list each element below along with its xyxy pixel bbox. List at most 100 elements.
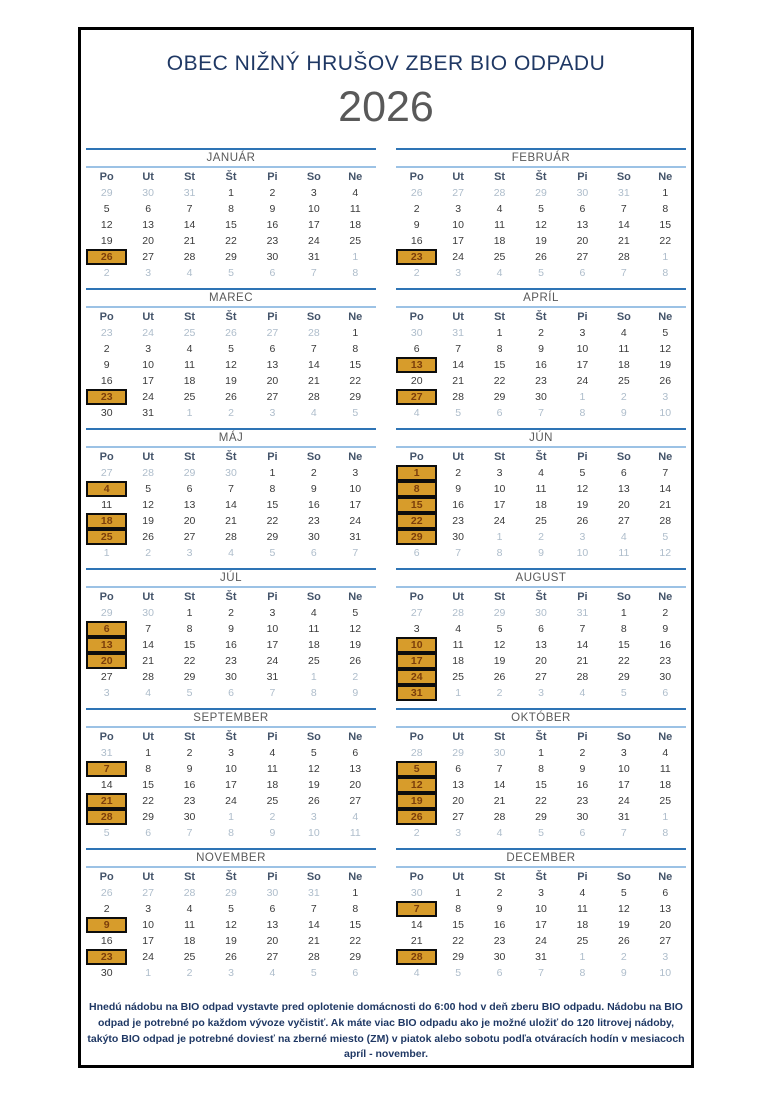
day-cell-adjacent-month: 6 <box>228 687 234 699</box>
day-cell-adjacent-month: 2 <box>496 687 503 699</box>
day-cell-adjacent-month: 31 <box>308 887 320 899</box>
week-row: 28 29 30 1 2 3 4 <box>86 809 376 825</box>
week-row: 23 24 25 26 27 28 29 <box>86 389 376 405</box>
day-cell: 22 <box>349 375 362 387</box>
week-row: 9 10 11 12 13 14 15 <box>396 217 686 233</box>
day-cell-adjacent-month: 4 <box>579 687 586 699</box>
day-cell: 12 <box>493 639 506 651</box>
weekday-label: Po <box>99 171 114 183</box>
weekday-label: Pi <box>577 311 588 323</box>
day-cell-adjacent-month: 6 <box>413 547 420 559</box>
day-cell: 10 <box>142 919 154 931</box>
day-cell: 12 <box>142 499 154 511</box>
day-cell-adjacent-month: 2 <box>186 967 193 979</box>
day-cell: 20 <box>576 235 589 247</box>
day-cell: 22 <box>266 515 279 527</box>
collection-day-cell: 13 <box>86 637 128 653</box>
week-row: 6 7 8 9 10 11 12 <box>396 341 686 357</box>
day-cell: 12 <box>349 623 362 635</box>
week-row: 1 2 3 4 5 6 7 <box>396 465 686 481</box>
day-cell: 9 <box>413 219 420 231</box>
day-cell: 4 <box>186 343 193 355</box>
weekday-label: St <box>184 311 196 323</box>
weekday-label: Po <box>409 451 424 463</box>
day-cell-adjacent-month: 5 <box>352 407 359 419</box>
day-cell: 14 <box>410 919 423 931</box>
week-row: 16 17 18 19 20 21 22 <box>86 373 376 389</box>
day-cell: 8 <box>352 343 359 355</box>
day-cell-adjacent-month: 30 <box>576 187 589 199</box>
day-cell: 20 <box>452 795 464 807</box>
day-cell-adjacent-month: 1 <box>228 811 234 823</box>
day-cell: 17 <box>493 499 506 511</box>
weekday-header-row: Po Ut St Št Pi So Ne <box>396 728 686 745</box>
month-title: MAREC <box>86 290 376 308</box>
day-cell: 17 <box>308 219 320 231</box>
day-cell-adjacent-month: 1 <box>352 251 359 263</box>
day-cell-adjacent-month: 27 <box>142 887 154 899</box>
month-block-1: JANUÁR Po Ut St Št Pi So Ne 29 30 31 1 2 3 4 5 6 7 8 9 10 11 1… <box>86 148 376 288</box>
week-row: 4 5 6 7 8 9 10 <box>396 965 686 981</box>
day-cell: 9 <box>103 359 110 371</box>
weekday-label: Št <box>535 311 547 323</box>
week-row: 11 12 13 14 15 16 17 <box>86 497 376 513</box>
day-cell: 1 <box>186 607 193 619</box>
week-row: 28 29 30 31 1 2 3 <box>396 949 686 965</box>
day-cell: 15 <box>183 639 196 651</box>
day-cell: 26 <box>493 671 506 683</box>
day-cell-adjacent-month: 6 <box>352 967 359 979</box>
day-cell: 25 <box>535 515 547 527</box>
day-cell: 3 <box>310 187 317 199</box>
day-cell: 19 <box>142 515 154 527</box>
day-cell-adjacent-month: 7 <box>186 827 193 839</box>
day-cell: 25 <box>618 375 630 387</box>
day-cell: 29 <box>225 251 237 263</box>
day-cell: 4 <box>662 747 669 759</box>
weekday-label: Št <box>225 591 237 603</box>
day-cell: 17 <box>225 779 237 791</box>
weekday-label: Št <box>225 731 237 743</box>
weekday-label: Št <box>535 871 547 883</box>
day-cell: 5 <box>579 467 586 479</box>
day-cell: 6 <box>538 623 544 635</box>
weekday-label: Ut <box>142 871 154 883</box>
collection-day-cell: 17 <box>396 653 438 669</box>
day-cell: 10 <box>142 359 154 371</box>
day-cell-adjacent-month: 29 <box>225 887 237 899</box>
weekday-label: Ne <box>658 731 673 743</box>
day-cell: 27 <box>266 951 279 963</box>
day-cell: 19 <box>493 655 506 667</box>
day-cell: 26 <box>142 531 154 543</box>
day-cell: 24 <box>452 251 464 263</box>
day-cell-adjacent-month: 3 <box>455 827 462 839</box>
day-cell: 2 <box>496 887 503 899</box>
day-cell: 28 <box>183 251 196 263</box>
week-row: 17 18 19 20 21 22 23 <box>396 653 686 669</box>
day-cell: 25 <box>349 235 362 247</box>
day-cell: 27 <box>349 795 362 807</box>
day-cell: 3 <box>269 607 276 619</box>
day-cell: 27 <box>452 811 464 823</box>
day-cell-adjacent-month: 8 <box>662 827 669 839</box>
week-row: 19 20 21 22 23 24 25 <box>396 793 686 809</box>
day-cell: 23 <box>576 795 589 807</box>
day-cell-adjacent-month: 6 <box>269 267 276 279</box>
weekday-label: Po <box>99 311 114 323</box>
week-row: 28 29 30 1 2 3 4 <box>396 745 686 761</box>
week-row: 6 7 8 9 10 11 12 <box>396 545 686 561</box>
day-cell: 27 <box>659 935 672 947</box>
day-cell-adjacent-month: 3 <box>269 407 276 419</box>
day-cell: 9 <box>579 763 586 775</box>
day-cell: 11 <box>535 483 547 495</box>
day-cell: 31 <box>142 407 154 419</box>
day-cell: 7 <box>228 483 234 495</box>
week-row: 22 23 24 25 26 27 28 <box>396 513 686 529</box>
collection-day-cell: 23 <box>86 389 128 405</box>
day-cell: 20 <box>659 919 672 931</box>
day-cell-adjacent-month: 26 <box>225 327 237 339</box>
day-cell: 15 <box>452 919 464 931</box>
day-cell: 4 <box>538 467 544 479</box>
day-cell: 2 <box>413 203 420 215</box>
day-cell: 1 <box>538 747 544 759</box>
week-row: 14 15 16 17 18 19 20 <box>86 777 376 793</box>
